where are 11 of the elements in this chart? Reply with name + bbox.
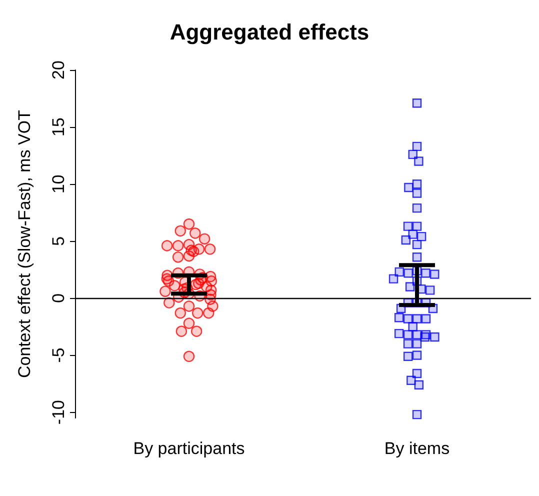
y-tick-label: 20 xyxy=(49,60,68,80)
y-tick-label: 5 xyxy=(49,236,68,246)
y-tick-label: -5 xyxy=(49,348,68,363)
x-tick-label: By participants xyxy=(133,439,245,458)
y-tick-label: 15 xyxy=(49,118,68,137)
x-tick-label: By items xyxy=(384,439,450,458)
y-axis-title: Context effect (Slow-Fast), ms VOT xyxy=(15,110,34,378)
y-tick-label: 0 xyxy=(49,293,68,303)
y-tick-label: -10 xyxy=(49,400,68,425)
chart-title: Aggregated effects xyxy=(170,20,370,44)
y-tick-label: 10 xyxy=(49,174,68,194)
